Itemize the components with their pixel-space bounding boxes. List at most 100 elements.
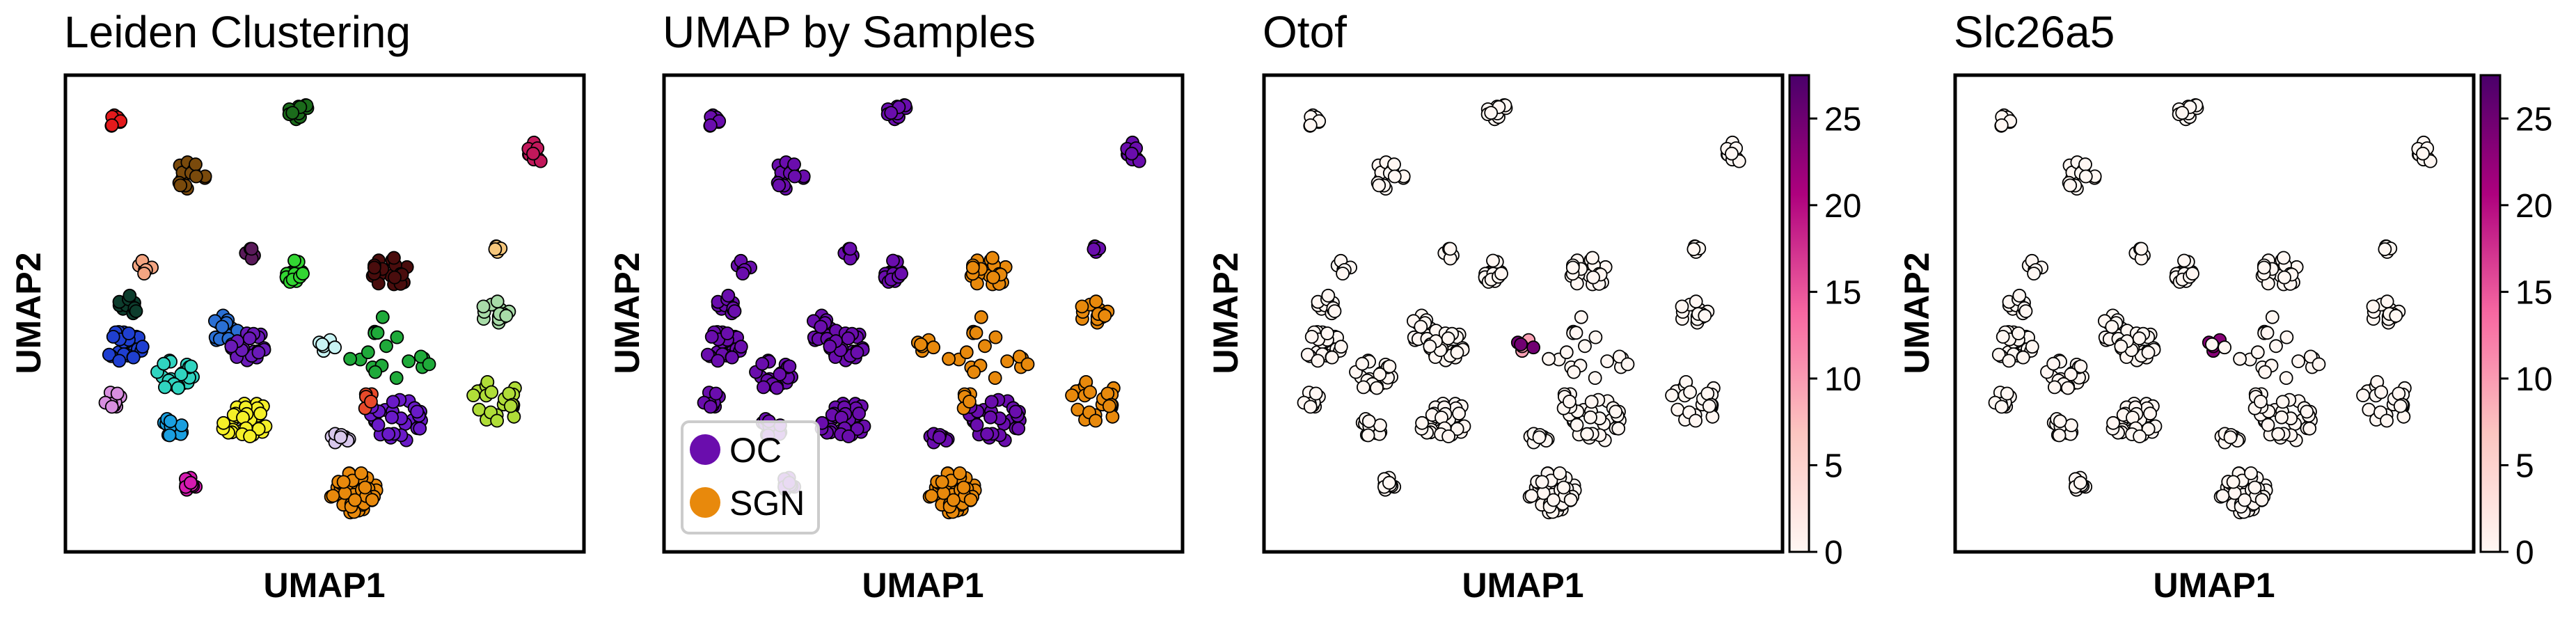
data-point xyxy=(1382,475,1396,490)
data-point xyxy=(106,329,120,344)
data-point xyxy=(381,427,396,441)
data-point xyxy=(984,395,999,409)
data-point xyxy=(2312,357,2326,372)
data-point xyxy=(850,345,864,360)
data-point xyxy=(490,413,504,428)
data-point xyxy=(1600,354,1615,368)
data-point xyxy=(1336,267,1350,281)
data-point xyxy=(126,350,141,365)
data-point xyxy=(365,493,379,507)
data-point xyxy=(1373,367,1387,381)
data-point xyxy=(287,253,301,268)
data-point xyxy=(2205,337,2219,351)
data-point xyxy=(2291,354,2306,368)
data-point xyxy=(1586,270,1600,285)
data-point xyxy=(2106,415,2121,430)
x-axis-label: UMAP1 xyxy=(1462,566,1583,605)
data-point xyxy=(385,410,399,425)
data-point xyxy=(2114,339,2128,354)
data-point xyxy=(841,429,855,443)
data-point xyxy=(2063,178,2078,193)
colorbar-tick-label: 0 xyxy=(1824,534,1843,571)
data-point xyxy=(2250,345,2265,360)
data-point xyxy=(734,340,748,354)
data-point xyxy=(1414,319,1428,334)
legend-marker-oc xyxy=(690,434,720,465)
data-point xyxy=(1441,331,1455,346)
data-point xyxy=(841,331,855,346)
panel-otof: Otof 0 5 10 15 20 25 UMAP1 UMAP2 xyxy=(1206,7,1861,605)
legend-label: SGN xyxy=(729,484,805,523)
data-point xyxy=(2279,371,2293,385)
data-point xyxy=(757,380,771,395)
data-point xyxy=(953,466,967,480)
data-point xyxy=(413,421,427,436)
data-point xyxy=(983,410,997,425)
data-point xyxy=(1452,406,1467,421)
data-point xyxy=(1532,430,1547,445)
data-point xyxy=(173,178,188,193)
data-point xyxy=(216,415,231,430)
data-point xyxy=(782,359,797,374)
data-point xyxy=(772,178,787,193)
data-point xyxy=(1611,421,1626,436)
data-point xyxy=(371,418,386,432)
data-point xyxy=(1578,339,1592,354)
colorbar xyxy=(1788,74,1810,553)
data-point xyxy=(326,489,340,503)
data-point xyxy=(700,347,715,362)
data-point xyxy=(163,414,177,429)
data-point xyxy=(787,169,802,184)
data-point xyxy=(183,475,198,490)
data-point xyxy=(1686,242,1701,257)
data-point xyxy=(721,288,736,303)
data-point xyxy=(347,493,362,507)
data-point xyxy=(1450,345,1464,360)
data-point xyxy=(285,106,300,120)
data-point xyxy=(978,339,992,354)
data-point xyxy=(1484,106,1499,120)
data-point xyxy=(709,386,723,401)
data-point xyxy=(1580,427,1595,441)
data-point xyxy=(2257,260,2271,275)
data-point xyxy=(526,146,540,161)
data-point xyxy=(1574,310,1588,324)
data-point xyxy=(727,304,742,319)
data-point xyxy=(104,399,119,414)
data-point xyxy=(959,345,974,360)
data-point xyxy=(2374,385,2389,399)
data-point xyxy=(2218,340,2232,355)
data-point xyxy=(1303,118,1318,132)
data-point xyxy=(1994,118,2009,132)
data-point xyxy=(1994,399,2009,414)
data-point xyxy=(720,326,734,340)
colorbar-tick-label: 15 xyxy=(1824,274,1861,311)
data-point xyxy=(122,326,136,340)
data-point xyxy=(1542,351,1556,366)
data-point xyxy=(296,267,310,281)
data-point xyxy=(2053,414,2067,429)
data-point xyxy=(1098,308,1112,323)
data-point xyxy=(367,260,381,275)
data-point xyxy=(974,310,988,324)
data-point xyxy=(499,308,514,323)
data-point xyxy=(2061,381,2075,395)
data-point xyxy=(379,339,393,354)
data-point xyxy=(1075,299,1089,314)
data-point xyxy=(711,354,725,368)
data-point xyxy=(736,267,750,281)
data-point xyxy=(926,340,940,355)
y-axis-label: UMAP2 xyxy=(1206,252,1245,374)
data-point xyxy=(988,371,1002,385)
data-point xyxy=(137,267,152,281)
data-point xyxy=(1553,466,1567,480)
data-point xyxy=(1524,489,1539,503)
data-point xyxy=(843,241,858,256)
data-point xyxy=(1327,304,1342,319)
data-point xyxy=(1303,399,1318,414)
data-point xyxy=(1423,339,1437,354)
colorbar-tick-label: 10 xyxy=(2515,361,2552,398)
data-point xyxy=(2064,367,2078,381)
data-point xyxy=(884,106,899,120)
data-point xyxy=(389,371,404,385)
